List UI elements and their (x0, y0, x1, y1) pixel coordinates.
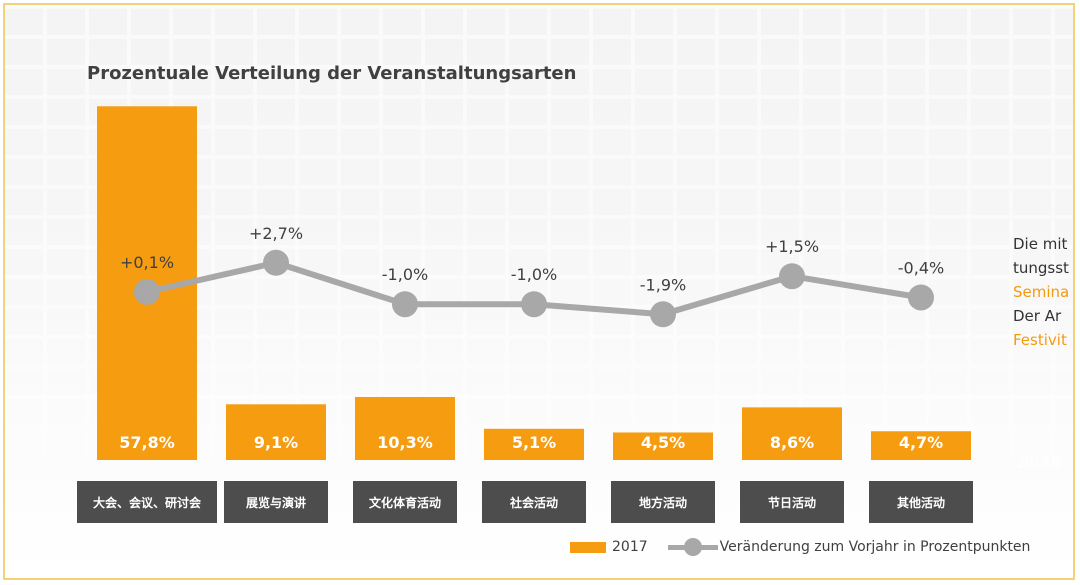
change-point-4 (521, 291, 547, 318)
bar-value-label-2: 9,1% (254, 433, 298, 452)
change-point-7 (908, 284, 934, 311)
change-label-1: +0,1% (120, 253, 174, 272)
side-text-line-4: Der Ar (1013, 307, 1062, 325)
bar-7 (871, 431, 971, 460)
change-label-6: +1,5% (765, 237, 819, 256)
legend-swatch-line (667, 537, 718, 557)
category-label-4: 社会活动 (482, 481, 586, 523)
bar-3 (355, 396, 455, 460)
change-point-3 (392, 291, 418, 318)
side-text-line-3: Semina (1013, 283, 1070, 301)
category-label-7: 其他活动 (869, 481, 973, 523)
change-point-5 (650, 301, 676, 328)
bar-2 (226, 404, 326, 460)
bar-5 (613, 432, 713, 460)
category-label-1: 大会、会议、研讨会 (77, 481, 217, 523)
chart-plot: 57,8% 9,1% 10,3% 5,1% 4,5% 8,6% 4,7% +0,1% +2,7… (97, 106, 971, 460)
category-label-5: 地方活动 (611, 481, 715, 523)
chart-legend: 2017 Veränderung zum Vorjahr in Prozentp… (570, 537, 1030, 557)
side-text-line-1: Die mit (1013, 235, 1068, 253)
change-label-4: -1,0% (511, 265, 557, 284)
change-label-7: -0,4% (898, 258, 944, 277)
legend-label-line: Veränderung zum Vorjahr in Prozentpunkte… (719, 539, 1031, 555)
chart-frame: Prozentuale Verteilung der Veranstaltung… (3, 3, 1075, 580)
side-text-line-2: tungsst (1013, 259, 1069, 277)
watermark-text: 2018年 (1017, 457, 1064, 472)
bar-value-label-5: 4,5% (641, 433, 685, 452)
chart-title: Prozentuale Verteilung der Veranstaltung… (87, 63, 577, 84)
change-point-2 (263, 249, 289, 276)
bar-value-label-7: 4,7% (899, 433, 943, 452)
category-label-3: 文化体育活动 (353, 481, 457, 523)
bar-value-label-1: 57,8% (119, 433, 175, 452)
change-label-3: -1,0% (382, 265, 428, 284)
legend-swatch-bars (570, 541, 606, 553)
legend-label-bars: 2017 (612, 539, 648, 555)
change-point-1 (134, 278, 160, 305)
category-label-6: 节日活动 (740, 481, 844, 523)
side-text-line-5: Festivit (1013, 331, 1067, 349)
change-label-2: +2,7% (249, 224, 303, 243)
bar-4 (484, 428, 584, 460)
bar-6 (742, 407, 842, 460)
change-point-6 (779, 263, 805, 290)
category-label-2: 展览与演讲 (224, 481, 328, 523)
bar-value-label-6: 8,6% (770, 433, 814, 452)
change-label-5: -1,9% (640, 275, 686, 294)
bar-value-label-4: 5,1% (512, 433, 556, 452)
bar-value-label-3: 10,3% (377, 433, 433, 452)
